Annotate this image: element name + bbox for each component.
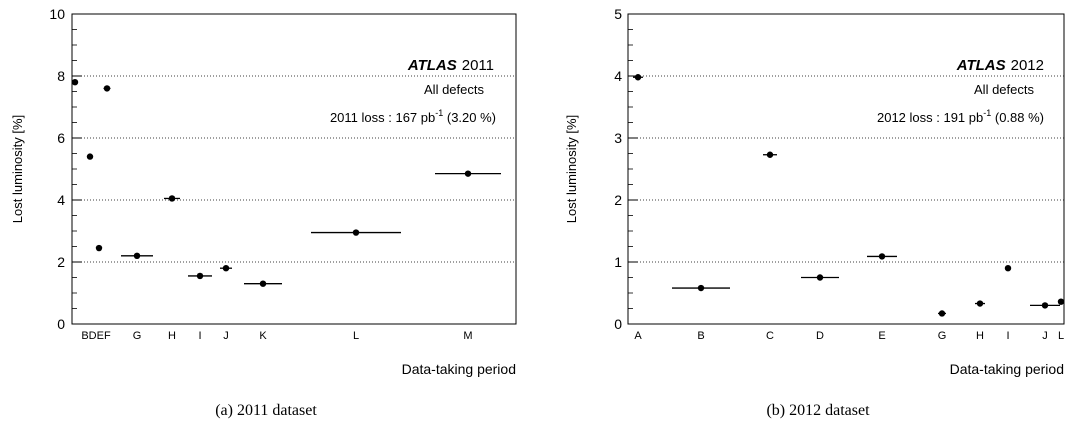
loss-superscript: -1 [435, 108, 443, 118]
data-point [464, 170, 472, 177]
loss-text: 2011 loss : 167 pb [330, 110, 435, 125]
y-tick-label: 5 [614, 6, 622, 22]
y-tick-label: 0 [614, 316, 622, 332]
x-tick-label: G [938, 330, 947, 342]
data-point [878, 253, 886, 260]
data-point [1057, 298, 1065, 305]
y-tick-label: 10 [49, 6, 65, 22]
y-tick-label: 6 [57, 130, 65, 146]
defects-label: All defects [974, 82, 1034, 97]
x-tick-label: E [878, 330, 885, 342]
data-point [103, 85, 111, 92]
data-point [95, 244, 103, 252]
data-point [1041, 302, 1049, 309]
annotation-block: ATLAS 2011 All defects 2011 loss : 167 pb… [330, 57, 496, 125]
data-point [1004, 265, 1012, 272]
data-point [634, 74, 642, 81]
x-tick-label: BDEF [81, 330, 111, 342]
x-tick-label: H [976, 330, 984, 342]
year-label: 2011 [462, 57, 494, 74]
x-tick-label: B [697, 330, 704, 342]
x-tick-label: H [168, 330, 176, 342]
data-point [352, 229, 360, 236]
data-point [168, 195, 176, 202]
y-axis-label: Lost luminosity [%] [10, 115, 25, 223]
x-axis-label: Data-taking period [950, 361, 1064, 377]
y-axis-label: Lost luminosity [%] [564, 115, 579, 223]
x-tick-label: J [1042, 330, 1048, 342]
x-axis-label: Data-taking period [402, 361, 516, 377]
loss-percentage: (0.88 %) [991, 110, 1044, 125]
y-tick-label: 4 [57, 192, 65, 208]
data-point [976, 300, 984, 307]
y-tick-label: 2 [614, 192, 622, 208]
panel-caption: (a) 2011 dataset [215, 402, 317, 419]
loss-text: 2012 loss : 191 pb [877, 110, 983, 125]
data-point [133, 252, 141, 259]
x-tick-label: A [634, 330, 642, 342]
data-point [71, 79, 79, 86]
x-tick-label: I [198, 330, 201, 342]
chart-panel-2012: Lost luminosity [%] Data-taking period A… [564, 6, 1065, 419]
y-tick-label: 8 [57, 68, 65, 84]
panel-caption: (b) 2012 dataset [766, 402, 870, 419]
data-point [697, 284, 705, 292]
y-tick-label: 4 [614, 68, 622, 84]
y-tick-label: 3 [614, 130, 622, 146]
experiment-label: ATLAS [956, 57, 1006, 74]
x-tick-label: J [223, 330, 229, 342]
data-point [196, 272, 204, 280]
x-tick-label: C [766, 330, 774, 342]
annotation-block: ATLAS 2012 All defects 2012 loss : 191 pb… [877, 57, 1044, 125]
x-tick-label: L [1058, 330, 1064, 342]
y-tick-label: 0 [57, 316, 65, 332]
year-label: 2012 [1011, 57, 1044, 74]
defects-label: All defects [424, 82, 484, 97]
data-point [86, 153, 94, 160]
x-tick-label: K [259, 330, 267, 342]
data-point [816, 274, 824, 281]
experiment-label: ATLAS [407, 57, 457, 74]
data-point [938, 310, 946, 317]
svg-text:2011 loss : 167 pb-1 (3.20 %): 2011 loss : 167 pb-1 (3.20 %) [330, 108, 496, 125]
chart-panel-2011: Lost luminosity [%] Data-taking period A… [10, 6, 517, 419]
data-point [222, 265, 230, 272]
x-tick-label: D [816, 330, 824, 342]
y-tick-label: 2 [57, 254, 65, 270]
loss-percentage: (3.20 %) [443, 110, 496, 125]
x-tick-label: G [133, 330, 142, 342]
svg-text:2012 loss : 191 pb-1 (0.88 %): 2012 loss : 191 pb-1 (0.88 %) [877, 108, 1044, 125]
loss-superscript: -1 [983, 108, 991, 118]
x-tick-label: M [463, 330, 472, 342]
y-tick-label: 1 [614, 254, 622, 270]
x-tick-label: I [1006, 330, 1009, 342]
data-point [259, 280, 267, 287]
x-tick-label: L [353, 330, 359, 342]
data-point [766, 151, 774, 158]
